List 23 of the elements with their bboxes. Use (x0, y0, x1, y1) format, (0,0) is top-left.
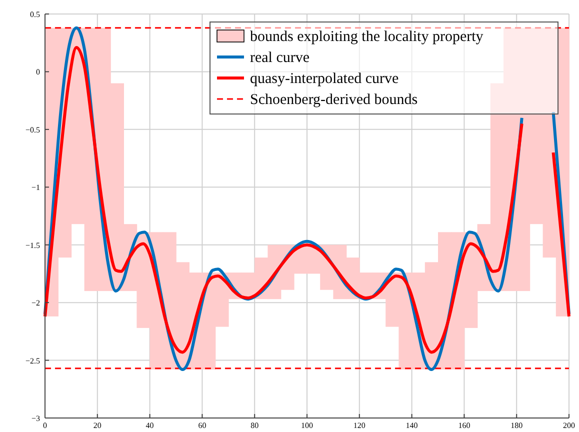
x-tick-label: 120 (353, 421, 366, 430)
y-tick-label: −2.5 (25, 356, 40, 366)
legend-label: quasy-interpolated curve (250, 71, 400, 87)
legend-label: bounds exploiting the locality property (250, 29, 484, 45)
y-tick-label: 0.5 (30, 10, 40, 19)
y-tick-label: 0 (36, 68, 40, 77)
x-tick-label: 160 (458, 421, 470, 430)
y-tick-label: −1 (31, 183, 40, 192)
x-tick-label: 100 (301, 421, 313, 430)
x-tick-label: 200 (563, 421, 575, 430)
x-tick-label: 60 (198, 421, 206, 430)
x-tick-label: 20 (93, 421, 102, 430)
x-tick-label: 180 (510, 421, 523, 430)
y-tick-label: −2 (31, 298, 40, 308)
x-tick-label: 0 (43, 421, 47, 430)
x-tick-label: 40 (146, 421, 154, 430)
y-tick-label: −1.5 (25, 240, 40, 250)
x-tick-label: 80 (250, 421, 259, 430)
legend-label: real curve (250, 50, 310, 66)
x-tick-label: 140 (406, 421, 418, 430)
y-tick-label: −3 (31, 414, 40, 423)
legend-label: Schoenberg-derived bounds (250, 92, 418, 108)
y-tick-label: −0.5 (25, 125, 40, 134)
